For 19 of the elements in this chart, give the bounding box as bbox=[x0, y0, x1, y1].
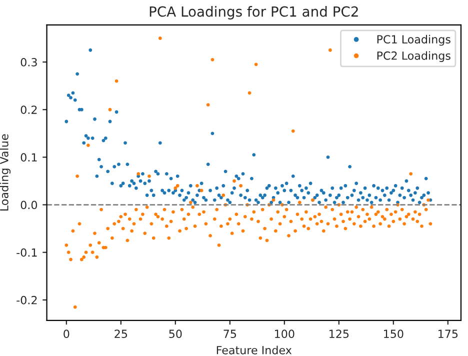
x-tick-label: 125 bbox=[330, 330, 349, 338]
x-tick-label: 0 bbox=[64, 330, 70, 338]
chart-title: PCA Loadings for PC1 and PC2 bbox=[150, 6, 358, 20]
y-tick-label: 0.3 bbox=[20, 58, 37, 66]
x-tick-label: 175 bbox=[438, 330, 458, 338]
x-tick-label: 75 bbox=[224, 330, 236, 338]
y-tick-label: 0.2 bbox=[20, 106, 37, 114]
x-tick-label: 100 bbox=[275, 330, 294, 338]
y-tick-label: -0.1 bbox=[16, 248, 37, 257]
x-tick-label: 25 bbox=[114, 330, 128, 338]
legend-label: PC1 Loadings bbox=[377, 34, 450, 46]
legend-label: PC2 Loadings bbox=[377, 51, 450, 62]
x-axis-title: Feature Index bbox=[216, 346, 292, 354]
y-tick-label: 0.1 bbox=[20, 153, 37, 162]
x-tick-label: 150 bbox=[384, 330, 404, 338]
y-axis-title: Loading Value bbox=[0, 134, 11, 211]
y-tick-label: -0.2 bbox=[16, 296, 37, 304]
x-tick-label: 50 bbox=[169, 330, 182, 338]
y-tick-label: 0.0 bbox=[20, 200, 38, 210]
